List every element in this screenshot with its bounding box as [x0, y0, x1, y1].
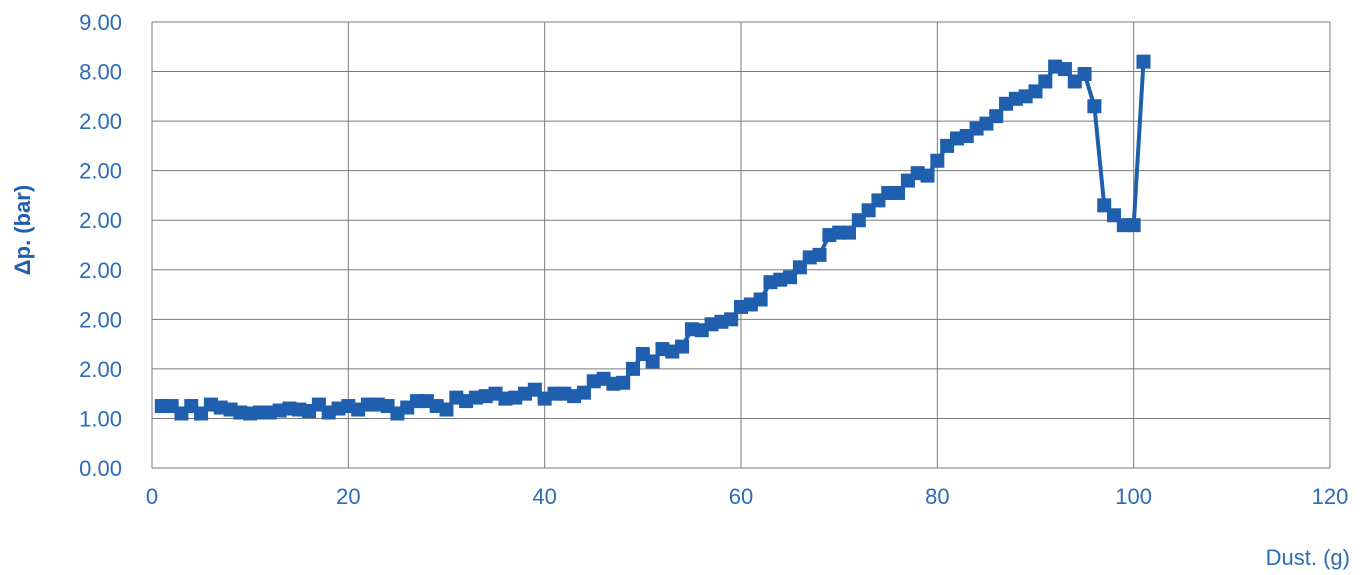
y-tick-label: 2.00	[79, 258, 122, 283]
data-point	[675, 339, 690, 354]
data-point	[1077, 67, 1092, 82]
y-tick-label: 1.00	[79, 406, 122, 431]
x-axis-label: Dust. (g)	[1266, 545, 1350, 570]
data-point	[626, 361, 641, 376]
y-axis-label: Δp. (bar)	[10, 185, 35, 275]
data-point	[930, 153, 945, 168]
data-point	[753, 292, 768, 307]
data-point	[1126, 218, 1141, 233]
data-point	[1038, 74, 1053, 89]
y-tick-label: 2.00	[79, 357, 122, 382]
data-point	[989, 109, 1004, 124]
x-axis-ticks: 0 20 40 60 80 100 120	[146, 484, 1348, 509]
data-point	[1087, 99, 1102, 114]
x-tick-label: 60	[729, 484, 753, 509]
data-point	[576, 385, 591, 400]
x-tick-label: 20	[336, 484, 360, 509]
y-tick-label: 2.00	[79, 109, 122, 134]
y-tick-label: 2.00	[79, 159, 122, 184]
y-tick-label: 9.00	[79, 10, 122, 35]
x-tick-label: 40	[532, 484, 556, 509]
data-point	[920, 168, 935, 183]
data-point	[616, 375, 631, 390]
y-axis-ticks: 0.00 1.00 2.00 2.00 2.00 2.00 2.00 2.00 8.00 9.00	[79, 10, 122, 481]
data-point	[724, 312, 739, 327]
data-point	[891, 185, 906, 200]
grid	[151, 21, 1331, 469]
data-points	[154, 54, 1151, 421]
x-tick-label: 80	[925, 484, 949, 509]
data-point	[439, 402, 454, 417]
x-tick-label: 0	[146, 484, 158, 509]
data-point	[645, 354, 660, 369]
y-tick-label: 8.00	[79, 60, 122, 85]
data-point	[1136, 54, 1151, 69]
data-point	[1057, 62, 1072, 77]
y-tick-label: 2.00	[79, 208, 122, 233]
x-tick-label: 120	[1312, 484, 1349, 509]
data-point	[812, 247, 827, 262]
data-point	[841, 225, 856, 240]
x-tick-label: 100	[1115, 484, 1152, 509]
y-tick-label: 2.00	[79, 307, 122, 332]
y-tick-label: 0.00	[79, 456, 122, 481]
